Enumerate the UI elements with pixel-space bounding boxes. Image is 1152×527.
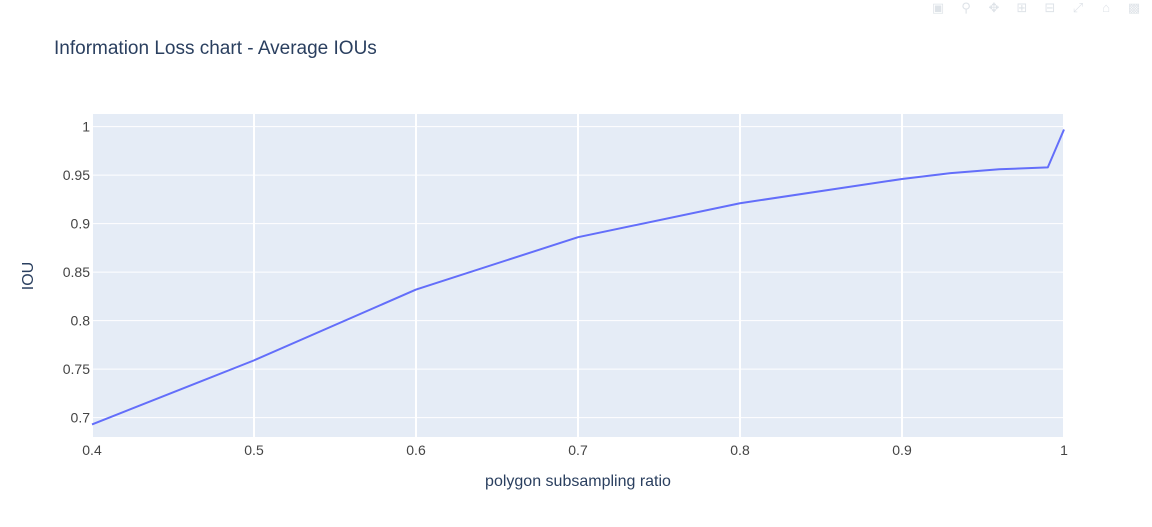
chart-title: Information Loss chart - Average IOUs	[54, 38, 377, 59]
x-tick-label: 0.9	[892, 442, 912, 458]
y-tick-label: 1	[82, 119, 90, 135]
y-axis-ticks: 0.7 0.75 0.8 0.85 0.9 0.95 1	[63, 119, 90, 426]
y-tick-label: 0.85	[63, 264, 90, 280]
y-axis-label: IOU	[20, 262, 37, 290]
camera-icon[interactable]: ▣	[931, 0, 945, 15]
x-tick-label: 0.8	[730, 442, 750, 458]
x-axis-ticks: 0.4 0.5 0.6 0.7 0.8 0.9 1	[82, 442, 1068, 458]
zoom-icon[interactable]: ⚲	[961, 0, 971, 15]
pan-icon[interactable]: ✥	[988, 0, 1000, 15]
zoom-out-icon[interactable]: ⊟	[1044, 0, 1056, 15]
plotly-logo-icon[interactable]: ▩	[1127, 0, 1141, 15]
x-tick-label: 1	[1060, 442, 1068, 458]
y-tick-label: 0.7	[71, 410, 91, 426]
data-point[interactable]	[251, 357, 257, 363]
data-point[interactable]	[899, 176, 905, 182]
reset-icon[interactable]: ⌂	[1102, 0, 1110, 15]
data-point[interactable]	[737, 200, 743, 206]
y-tick-label: 0.8	[71, 313, 91, 329]
data-point[interactable]	[1045, 164, 1051, 170]
modebar: ▣ ⚲ ✥ ⊞ ⊟ ⤢ ⌂ ▩	[930, 0, 1142, 18]
y-tick-label: 0.9	[71, 216, 91, 232]
x-tick-label: 0.4	[82, 442, 102, 458]
data-point[interactable]	[1061, 127, 1067, 133]
x-axis-label: polygon subsampling ratio	[485, 473, 671, 490]
autoscale-icon[interactable]: ⤢	[1072, 0, 1084, 15]
series-line[interactable]	[91, 129, 1065, 426]
y-tick-label: 0.75	[63, 361, 90, 377]
x-tick-label: 0.7	[568, 442, 588, 458]
x-tick-label: 0.5	[244, 442, 264, 458]
zoom-in-icon[interactable]: ⊞	[1016, 0, 1028, 15]
data-point[interactable]	[996, 166, 1002, 172]
data-point[interactable]	[948, 170, 954, 176]
grid-lines	[91, 114, 1065, 437]
series-layer	[91, 127, 1067, 426]
data-point[interactable]	[575, 234, 581, 240]
y-tick-label: 0.95	[63, 167, 90, 183]
data-point[interactable]	[413, 287, 419, 293]
x-tick-label: 0.6	[406, 442, 426, 458]
